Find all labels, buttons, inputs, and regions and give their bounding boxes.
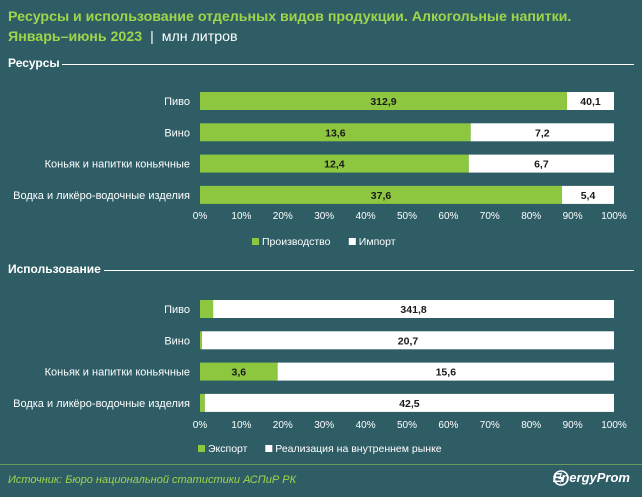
section-title-usage: Использование bbox=[8, 262, 101, 276]
x-tick-label: 0% bbox=[193, 211, 208, 222]
chart-title: Ресурсы и использование отдельных видов … bbox=[8, 7, 638, 47]
legend-swatch bbox=[265, 445, 273, 452]
legend-swatch bbox=[198, 445, 205, 452]
bar-segment bbox=[566, 92, 614, 110]
bar-segment bbox=[200, 185, 563, 204]
title-period: Январь–июнь 2023 bbox=[8, 29, 143, 45]
x-tick-label: 90% bbox=[563, 211, 583, 222]
data-label: 40,1 bbox=[580, 96, 601, 108]
category-label: Водка и ликёро-водочные изделия bbox=[13, 398, 190, 410]
bar-segment bbox=[277, 362, 614, 381]
data-label: 12,4 bbox=[324, 159, 345, 171]
legend-swatch bbox=[252, 238, 259, 245]
footer-divider bbox=[0, 464, 642, 465]
x-tick-label: 100% bbox=[601, 420, 627, 431]
x-tick-label: 100% bbox=[601, 211, 627, 222]
bar-segment bbox=[200, 331, 202, 350]
title-line-1: Ресурсы и использование отдельных видов … bbox=[8, 9, 572, 25]
bar-segment bbox=[200, 154, 469, 173]
category-label: Водка и ликёро-водочные изделия bbox=[13, 190, 190, 202]
x-tick-label: 50% bbox=[397, 211, 417, 222]
x-tick-label: 50% bbox=[397, 420, 417, 431]
data-label: 37,6 bbox=[371, 190, 392, 202]
data-label: 6,7 bbox=[534, 159, 549, 171]
data-label: 15,6 bbox=[436, 367, 457, 379]
x-tick-label: 60% bbox=[438, 211, 458, 222]
category-label: Вино bbox=[164, 127, 190, 139]
bar-segment bbox=[201, 331, 614, 350]
data-label: 341,8 bbox=[400, 304, 426, 316]
category-label: Вино bbox=[164, 335, 190, 347]
x-tick-label: 60% bbox=[438, 420, 458, 431]
bar-segment bbox=[200, 92, 567, 110]
bar-segment bbox=[200, 393, 205, 412]
legend-label: Экспорт bbox=[208, 443, 248, 455]
x-tick-label: 20% bbox=[273, 211, 293, 222]
bar-segment bbox=[204, 393, 614, 412]
x-tick-label: 70% bbox=[480, 420, 500, 431]
x-tick-label: 40% bbox=[356, 420, 376, 431]
category-label: Пиво bbox=[164, 96, 190, 108]
bar-segment bbox=[213, 300, 614, 318]
section-divider-resources bbox=[62, 64, 634, 65]
data-label: 5,4 bbox=[581, 190, 596, 202]
x-tick-label: 40% bbox=[356, 211, 376, 222]
x-tick-label: 80% bbox=[521, 420, 541, 431]
legend-swatch bbox=[348, 238, 356, 245]
legend-label: Импорт bbox=[359, 236, 396, 248]
legend-label: Производство bbox=[262, 236, 331, 248]
bar-segment bbox=[470, 123, 614, 142]
bar-segment bbox=[200, 362, 278, 381]
category-label: Пиво bbox=[164, 304, 190, 316]
data-label: 20,7 bbox=[398, 335, 419, 347]
x-tick-label: 10% bbox=[231, 420, 251, 431]
bar-segment bbox=[562, 185, 614, 204]
data-label: 7,2 bbox=[535, 127, 550, 139]
category-label: Коньяк и напитки коньячные bbox=[45, 159, 190, 171]
x-tick-label: 30% bbox=[314, 211, 334, 222]
title-separator: | bbox=[150, 29, 154, 45]
x-tick-label: 80% bbox=[521, 211, 541, 222]
x-tick-label: 30% bbox=[314, 420, 334, 431]
x-tick-label: 10% bbox=[231, 211, 251, 222]
brand-logo-text: EnergyProm bbox=[552, 470, 630, 485]
section-title-resources: Ресурсы bbox=[8, 56, 60, 70]
title-line-2: Январь–июнь 2023 | млн литров bbox=[8, 27, 638, 47]
section-divider-usage bbox=[104, 270, 634, 271]
brand-logo: EnergyProm bbox=[552, 470, 630, 486]
title-unit: млн литров bbox=[161, 29, 238, 45]
bar-segment bbox=[200, 300, 214, 318]
category-label: Коньяк и напитки коньячные bbox=[45, 367, 190, 379]
legend-label: Реализация на внутреннем рынке bbox=[275, 443, 441, 455]
data-label: 42,5 bbox=[399, 398, 420, 410]
data-label: 13,6 bbox=[325, 127, 346, 139]
source-note: Источник: Бюро национальной статистики А… bbox=[8, 474, 297, 486]
data-label: 3,6 bbox=[232, 367, 247, 379]
data-label: 312,9 bbox=[370, 96, 396, 108]
brand-logo-icon bbox=[552, 470, 569, 486]
x-tick-label: 0% bbox=[193, 420, 208, 431]
x-tick-label: 90% bbox=[563, 420, 583, 431]
bar-segment bbox=[468, 154, 614, 173]
x-tick-label: 20% bbox=[273, 420, 293, 431]
x-tick-label: 70% bbox=[480, 211, 500, 222]
bar-segment bbox=[200, 123, 471, 142]
